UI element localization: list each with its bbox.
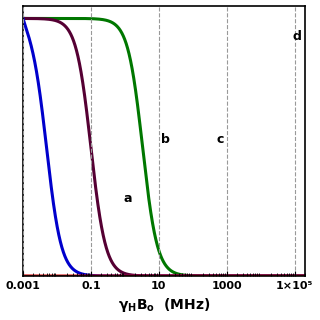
X-axis label: $\mathbf{\gamma_H B_o}$  (MHz): $\mathbf{\gamma_H B_o}$ (MHz) bbox=[118, 296, 210, 315]
Text: d: d bbox=[293, 30, 302, 43]
Text: b: b bbox=[162, 133, 170, 146]
Text: c: c bbox=[216, 133, 224, 146]
Text: a: a bbox=[123, 192, 132, 205]
